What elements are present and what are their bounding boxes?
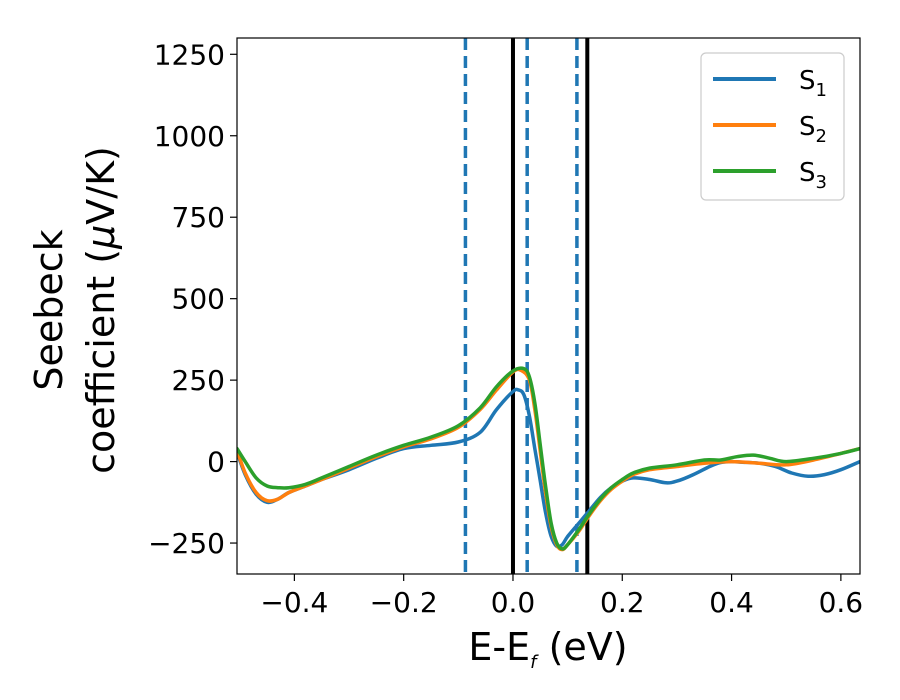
y-axis-label-line1: Seebeck — [27, 229, 71, 390]
x-tick-label: 0.2 — [600, 586, 645, 619]
plot-frame — [236, 37, 861, 575]
y-tick-label: 250 — [172, 364, 225, 397]
y-tick-label: −250 — [148, 527, 225, 560]
x-axis-label-main: E-E — [468, 625, 530, 669]
x-tick-label: 0.4 — [709, 586, 754, 619]
y-axis-label-mu: μ — [79, 225, 123, 250]
x-axis-label-unit: (eV) — [536, 625, 627, 669]
series-line-s1 — [237, 387, 860, 549]
y-axis-label-line2: coefficient (μV/K) — [79, 146, 123, 474]
legend: S1 S2 S3 — [700, 52, 845, 201]
legend-label-s1: S1 — [799, 66, 827, 101]
y-axis-label-line2-pre: coefficient ( — [79, 249, 123, 474]
y-tick-label: 500 — [172, 283, 225, 316]
x-tick-label: 0.6 — [819, 586, 864, 619]
x-tick-label: −0.2 — [370, 586, 438, 619]
y-tick-label: 1250 — [154, 38, 225, 71]
y-axis-label: Seebeck coefficient (μV/K) — [27, 146, 123, 474]
y-axis-label-line2-post: V/K) — [79, 146, 123, 225]
series-line-s3 — [237, 366, 860, 551]
legend-label-s2: S2 — [799, 112, 827, 147]
y-tick-label: 0 — [207, 446, 225, 479]
x-axis-label: E-Ef (eV) — [468, 625, 627, 673]
x-axis-label-sub: f — [530, 652, 539, 673]
x-tick-label: −0.4 — [260, 586, 328, 619]
y-tick-label: 750 — [172, 201, 225, 234]
y-tick-label: 1000 — [154, 120, 225, 153]
y-axis-ticks: −250 0 250 500 750 1000 1250 — [148, 38, 237, 560]
x-axis-ticks: −0.4 −0.2 0.0 0.2 0.4 0.6 — [260, 574, 863, 619]
legend-label-s3: S3 — [799, 158, 827, 193]
plot-area — [237, 38, 860, 574]
x-tick-label: 0.0 — [491, 586, 536, 619]
